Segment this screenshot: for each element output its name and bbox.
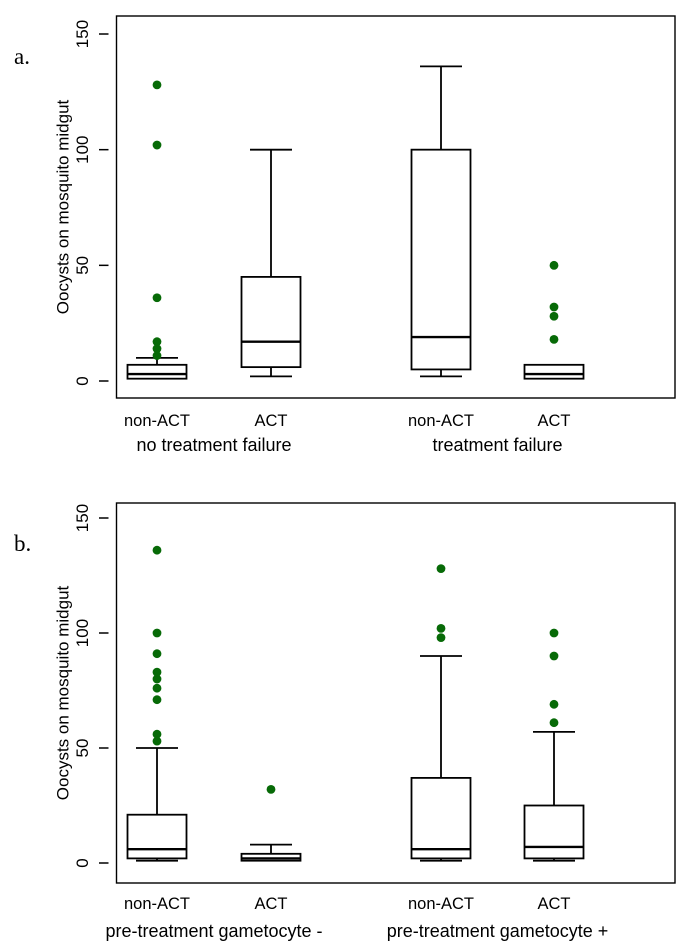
outlier-dot [436, 624, 446, 633]
outlier-dot [436, 633, 446, 642]
y-tick-label: 0 [73, 376, 92, 385]
boxplot-panel-b: b. Oocysts on mosquito midgut 0 50 100 150 n… [14, 502, 676, 941]
plot-border [115, 502, 676, 884]
category-label: ACT [538, 895, 571, 913]
outlier-dot [152, 667, 162, 677]
outlier-dot [152, 337, 162, 347]
outlier-dot [549, 651, 559, 661]
category-label: non-ACT [408, 895, 474, 913]
category-label: ACT [255, 895, 288, 913]
y-tick-label: 0 [73, 858, 92, 867]
outlier-dot [152, 293, 162, 303]
box [410, 148, 472, 371]
outlier-dot [549, 302, 559, 312]
plot-area-a: 0 50 100 150 non-ACT ACT non-ACT ACT no treatmen… [73, 15, 676, 455]
group-label: pre-treatment gametocyte - [105, 921, 322, 941]
outlier-dot [152, 736, 162, 746]
outlier-dot [152, 683, 162, 693]
outlier-dot [436, 564, 446, 573]
outlier-dot [549, 628, 559, 638]
group-label: no treatment failure [136, 435, 291, 455]
category-label: non-ACT [124, 412, 190, 430]
category-label: non-ACT [408, 412, 474, 430]
group-label: treatment failure [432, 435, 562, 455]
category-label: ACT [538, 412, 571, 430]
outlier-dot [549, 334, 559, 344]
y-axis-label-b: Oocysts on mosquito midgut [54, 585, 73, 800]
y-tick-label: 150 [73, 20, 92, 48]
outlier-dot [549, 699, 559, 709]
outlier-dot [549, 311, 559, 321]
outlier-dot [266, 785, 276, 794]
box [523, 804, 585, 860]
category-label: non-ACT [124, 895, 190, 913]
panel-b-letter: b. [14, 531, 31, 556]
y-tick-label: 150 [73, 504, 92, 532]
outlier-dot [152, 545, 162, 555]
outlier-dot [152, 140, 162, 150]
outlier-dot [152, 628, 162, 638]
y-tick-label: 100 [73, 619, 92, 647]
outlier-dot [152, 695, 162, 705]
y-tick-label: 100 [73, 135, 92, 163]
y-tick-label: 50 [73, 739, 92, 758]
outlier-dot [549, 718, 559, 728]
plot-border [115, 15, 676, 399]
outlier-dot [152, 649, 162, 659]
box [126, 813, 188, 860]
boxplot-panel-a: a. Oocysts on mosquito midgut 0 50 100 150 n… [14, 15, 676, 455]
panel-a-letter: a. [14, 44, 30, 69]
outlier-dot [152, 344, 162, 354]
box [410, 776, 472, 860]
box [126, 363, 188, 380]
outlier-dot [152, 729, 162, 739]
y-tick-label: 50 [73, 256, 92, 275]
box [240, 276, 302, 369]
plot-area-b: 0 50 100 150 non-ACT ACT non-ACT ACT pre-treatme… [73, 502, 676, 941]
y-axis-label-a: Oocysts on mosquito midgut [54, 99, 73, 314]
category-label: ACT [255, 412, 288, 430]
outlier-dot [152, 351, 162, 360]
outlier-dot [549, 260, 559, 270]
outlier-dot [152, 674, 162, 684]
outlier-dot [152, 80, 162, 90]
box [523, 363, 585, 380]
group-label: pre-treatment gametocyte + [387, 921, 609, 941]
